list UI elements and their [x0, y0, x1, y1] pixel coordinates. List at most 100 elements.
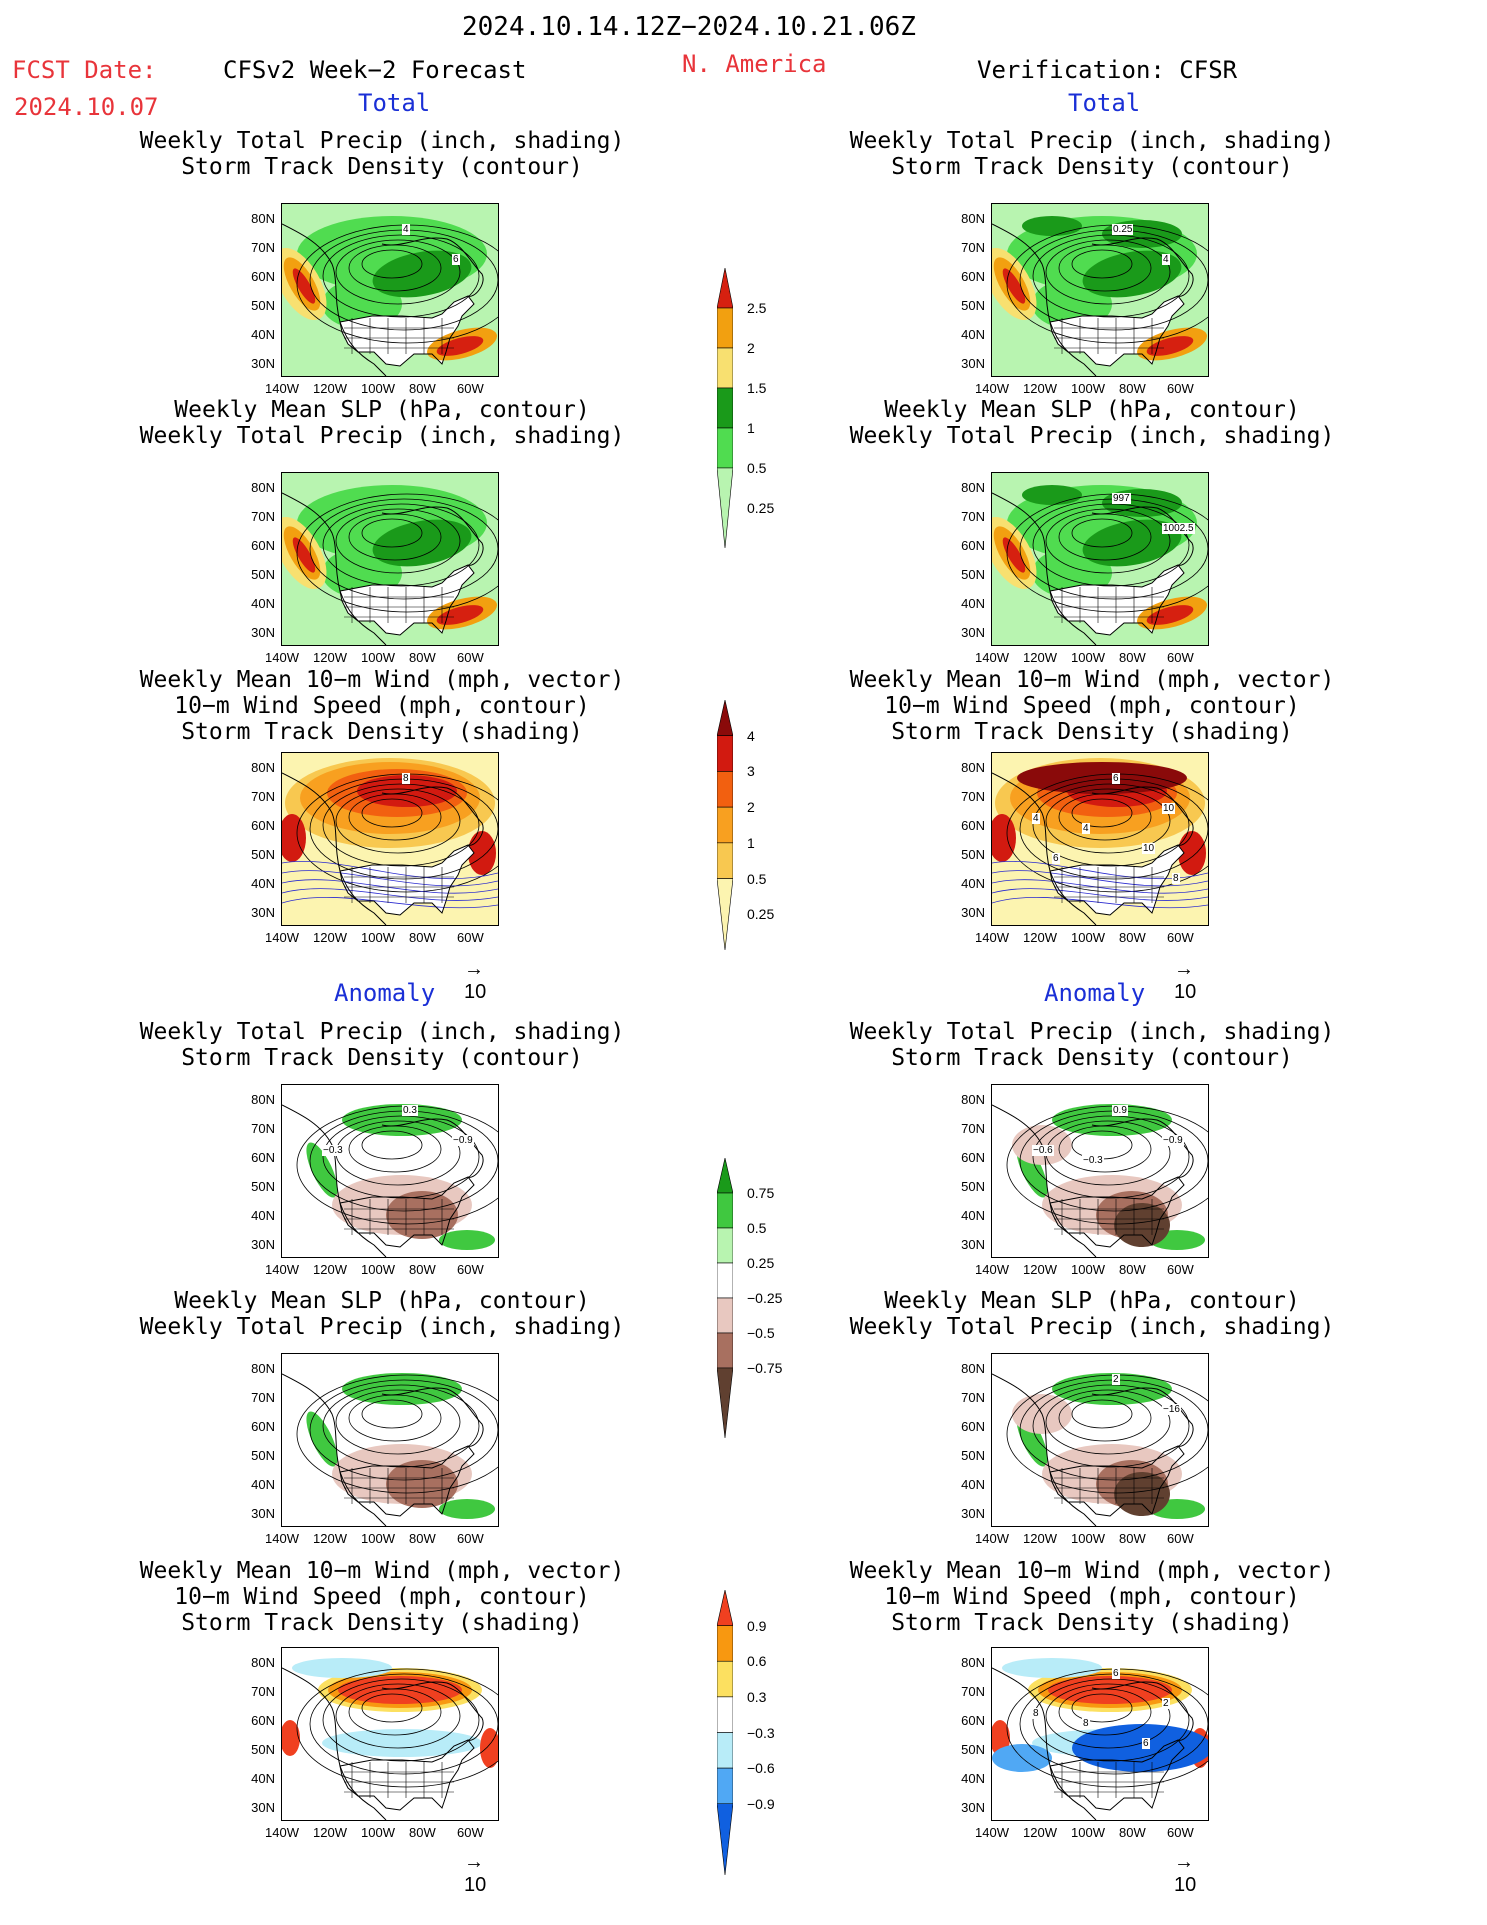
lon-tick-label: 60W	[457, 381, 484, 396]
lon-tick-label: 80W	[1119, 381, 1146, 396]
lon-tick-label: 140W	[265, 381, 299, 396]
colorbar-label: 3	[747, 763, 755, 780]
lon-tick-label: 100W	[361, 1262, 395, 1277]
lat-tick-label: 70N	[251, 1121, 275, 1136]
colorbar-label: −0.6	[747, 1760, 775, 1777]
colorbar-label: 1.5	[747, 380, 767, 396]
contour-label: −0.3	[1082, 1155, 1104, 1166]
title-va-wind: Weekly Mean 10−m Wind (mph, vector) 10−m…	[849, 1558, 1335, 1636]
lat-tick-label: 60N	[961, 1150, 985, 1165]
contour-label: 1002.5	[1162, 523, 1195, 534]
lat-tick-label: 80N	[251, 480, 275, 495]
title-va-precip: Weekly Total Precip (inch, shading) Stor…	[849, 1019, 1335, 1071]
lat-tick-label: 80N	[251, 1092, 275, 1107]
title-v-precip: Weekly Total Precip (inch, shading) Stor…	[849, 128, 1335, 180]
lat-tick-label: 50N	[961, 567, 985, 582]
lon-tick-label: 140W	[975, 930, 1009, 945]
lat-tick-label: 70N	[961, 509, 985, 524]
lat-tick-label: 70N	[961, 1121, 985, 1136]
colorbar-precip_anom	[716, 1157, 734, 1442]
contour-label: 8	[402, 773, 410, 784]
lon-tick-label: 120W	[313, 1531, 347, 1546]
lon-tick-label: 120W	[1023, 381, 1057, 396]
lon-tick-label: 60W	[1167, 381, 1194, 396]
lat-tick-label: 70N	[961, 789, 985, 804]
lat-tick-label: 80N	[961, 1361, 985, 1376]
colorbar-label: 0.5	[747, 460, 767, 476]
lat-tick-label: 30N	[961, 1506, 985, 1521]
lat-tick-label: 30N	[961, 1800, 985, 1815]
colorbar-label: 0.6	[747, 1653, 767, 1670]
contour-label: 0.3	[402, 1105, 418, 1116]
lon-tick-label: 120W	[313, 650, 347, 665]
map-f-slp	[281, 472, 499, 646]
map-v-slp: 997 1002.5	[991, 472, 1209, 646]
colorbar-storm_anom	[716, 1589, 734, 1879]
lat-tick-label: 70N	[251, 789, 275, 804]
colorbar-label: 4	[747, 727, 755, 744]
contour-label: 4	[1162, 254, 1170, 265]
lat-tick-label: 30N	[961, 905, 985, 920]
vector-ref-va-wind: → 10	[1174, 1851, 1197, 1896]
lon-tick-label: 120W	[313, 930, 347, 945]
colorbar-label: 2	[747, 799, 755, 816]
lon-tick-label: 140W	[265, 650, 299, 665]
lat-tick-label: 30N	[961, 356, 985, 371]
contour-label: 6	[1142, 1738, 1150, 1749]
lon-tick-label: 140W	[265, 930, 299, 945]
lon-tick-label: 80W	[409, 1531, 436, 1546]
lon-tick-label: 120W	[1023, 1825, 1057, 1840]
lat-tick-label: 60N	[251, 538, 275, 553]
colorbar-label: 0.5	[747, 1220, 767, 1236]
lon-tick-label: 100W	[361, 650, 395, 665]
lat-tick-label: 80N	[961, 1092, 985, 1107]
lat-tick-label: 80N	[251, 760, 275, 775]
lat-tick-label: 30N	[961, 1237, 985, 1252]
contour-label: 997	[1112, 493, 1131, 504]
map-v-precip: 0.25 4	[991, 203, 1209, 377]
colorbar-label: 0.5	[747, 870, 767, 887]
lon-tick-label: 100W	[1071, 1825, 1105, 1840]
contour-label: 6	[1112, 1668, 1120, 1679]
lon-tick-label: 60W	[1167, 930, 1194, 945]
lon-tick-label: 80W	[1119, 1262, 1146, 1277]
colorbar-precip_total	[716, 267, 734, 552]
contour-label: 2	[1162, 1698, 1170, 1709]
lon-tick-label: 80W	[409, 381, 436, 396]
lat-tick-label: 40N	[251, 596, 275, 611]
lat-tick-label: 80N	[251, 211, 275, 226]
lon-tick-label: 60W	[1167, 650, 1194, 665]
lon-tick-label: 140W	[265, 1262, 299, 1277]
lon-tick-label: 100W	[1071, 930, 1105, 945]
lon-tick-label: 120W	[1023, 930, 1057, 945]
lat-tick-label: 60N	[961, 269, 985, 284]
section-total-left: Total	[358, 89, 431, 117]
colorbar-label: −0.5	[747, 1325, 775, 1341]
contour-label: 6	[1052, 853, 1060, 864]
map-fa-slp	[281, 1353, 499, 1527]
map-va-wind: 6 2 8 8 6	[991, 1647, 1209, 1821]
lat-tick-label: 60N	[961, 1419, 985, 1434]
lon-tick-label: 140W	[975, 381, 1009, 396]
vector-ref-f-wind: → 10	[464, 958, 487, 1003]
lat-tick-label: 80N	[251, 1361, 275, 1376]
map-f-wind: 8	[281, 752, 499, 926]
lon-tick-label: 100W	[361, 1531, 395, 1546]
lon-tick-label: 60W	[457, 1262, 484, 1277]
region-label: N. America	[682, 50, 827, 78]
lat-tick-label: 30N	[961, 625, 985, 640]
lat-tick-label: 80N	[961, 211, 985, 226]
lat-tick-label: 50N	[251, 1179, 275, 1194]
lat-tick-label: 30N	[251, 1800, 275, 1815]
title-f-slp: Weekly Mean SLP (hPa, contour) Weekly To…	[139, 397, 625, 449]
lon-tick-label: 120W	[313, 381, 347, 396]
lon-tick-label: 80W	[1119, 1825, 1146, 1840]
lat-tick-label: 50N	[961, 298, 985, 313]
lon-tick-label: 100W	[361, 381, 395, 396]
title-fa-precip: Weekly Total Precip (inch, shading) Stor…	[139, 1019, 625, 1071]
colorbar-storm_total	[716, 699, 734, 954]
lon-tick-label: 60W	[1167, 1531, 1194, 1546]
contour-label: 4	[402, 224, 410, 235]
title-f-precip: Weekly Total Precip (inch, shading) Stor…	[139, 128, 625, 180]
lon-tick-label: 60W	[1167, 1262, 1194, 1277]
